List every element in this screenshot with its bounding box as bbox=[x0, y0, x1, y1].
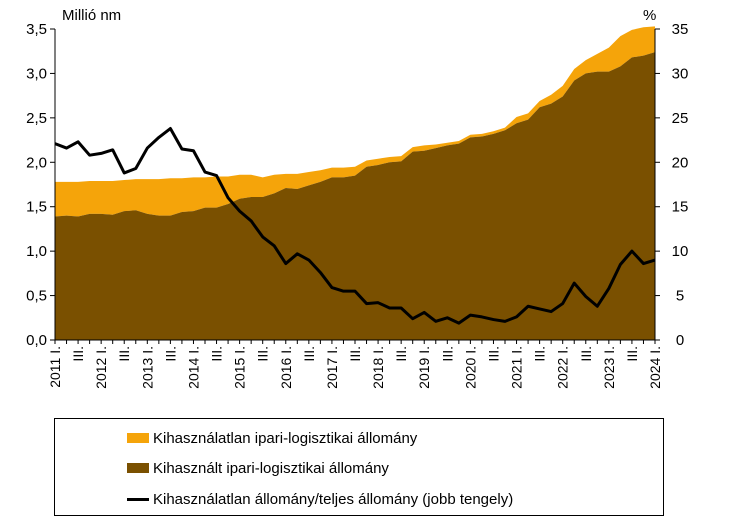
right-tick-label: 30 bbox=[672, 65, 689, 82]
right-tick-label: 20 bbox=[672, 154, 689, 171]
x-tick-label: III. bbox=[578, 346, 594, 362]
right-axis-label: % bbox=[643, 7, 656, 24]
x-tick-label: 2011 I. bbox=[47, 346, 63, 388]
x-tick-label: 2023 I. bbox=[601, 346, 617, 389]
legend-swatch-unused bbox=[127, 433, 149, 443]
legend-swatch-used bbox=[127, 463, 149, 473]
legend-label-ratio: Kihasználatlan állomány/teljes állomány … bbox=[153, 490, 514, 508]
legend-item-used: Kihasznált ipari-logisztikai állomány bbox=[127, 458, 389, 478]
right-tick-label: 10 bbox=[672, 243, 689, 260]
left-tick-label: 1,0 bbox=[26, 243, 47, 260]
legend-swatch-ratio bbox=[127, 497, 149, 501]
x-tick-label: III. bbox=[209, 346, 225, 362]
x-tick-label: III. bbox=[347, 346, 363, 362]
x-tick-label: 2015 I. bbox=[232, 346, 248, 389]
legend: Kihasználatlan ipari-logisztikai állomán… bbox=[54, 418, 664, 516]
x-tick-label: 2013 I. bbox=[139, 346, 155, 389]
x-tick-label: III. bbox=[162, 346, 178, 362]
x-tick-label: III. bbox=[301, 346, 317, 362]
right-tick-label: 25 bbox=[672, 110, 689, 127]
left-tick-label: 3,0 bbox=[26, 65, 47, 82]
used-stock-area bbox=[55, 52, 655, 340]
x-tick-label: 2022 I. bbox=[555, 346, 571, 389]
unused-stock-area bbox=[55, 26, 655, 217]
chart: Millió nm % 0,0 0,5 1,0 1,5 2,0 2,5 3,0 3,5 0 5 10… bbox=[26, 7, 689, 389]
x-tick-label: 2024 I. bbox=[647, 346, 663, 389]
left-axis-label: Millió nm bbox=[62, 7, 121, 24]
x-tick-label: III. bbox=[439, 346, 455, 362]
x-tick-label: III. bbox=[624, 346, 640, 362]
right-tick-label: 35 bbox=[672, 21, 689, 38]
x-tick-label: III. bbox=[116, 346, 132, 362]
legend-item-unused: Kihasználatlan ipari-logisztikai állomán… bbox=[127, 428, 417, 448]
x-tick-label: 2017 I. bbox=[324, 346, 340, 389]
right-tick-label: 15 bbox=[672, 199, 689, 216]
legend-label-used: Kihasznált ipari-logisztikai állomány bbox=[153, 459, 389, 477]
legend-label-unused: Kihasználatlan ipari-logisztikai állomán… bbox=[153, 429, 418, 447]
right-tick-label: 5 bbox=[676, 288, 684, 305]
x-tick-label: 2018 I. bbox=[370, 346, 386, 389]
left-tick-label: 1,5 bbox=[26, 199, 47, 216]
left-tick-label: 0,5 bbox=[26, 288, 47, 305]
x-tick-label: 2021 I. bbox=[509, 346, 525, 389]
x-tick-label: 2016 I. bbox=[278, 346, 294, 389]
right-tick-label: 0 bbox=[676, 332, 684, 349]
vacancy-ratio-line bbox=[54, 127, 656, 325]
x-tick-label: III. bbox=[255, 346, 271, 362]
legend-item-ratio: Kihasználatlan állomány/teljes állomány … bbox=[127, 489, 513, 509]
left-tick-label: 2,0 bbox=[26, 154, 47, 171]
x-tick-label: 2014 I. bbox=[185, 346, 201, 389]
x-tick-label: III. bbox=[393, 346, 409, 362]
left-tick-label: 0,0 bbox=[26, 332, 47, 349]
x-tick-label: 2020 I. bbox=[462, 346, 478, 389]
x-tick-label: III. bbox=[70, 346, 86, 362]
x-tick-label: III. bbox=[532, 346, 548, 362]
x-tick-label: 2019 I. bbox=[416, 346, 432, 389]
x-tick-label: III. bbox=[485, 346, 501, 362]
left-tick-label: 2,5 bbox=[26, 110, 47, 127]
left-tick-label: 3,5 bbox=[26, 21, 47, 38]
x-tick-label: 2012 I. bbox=[93, 346, 109, 389]
